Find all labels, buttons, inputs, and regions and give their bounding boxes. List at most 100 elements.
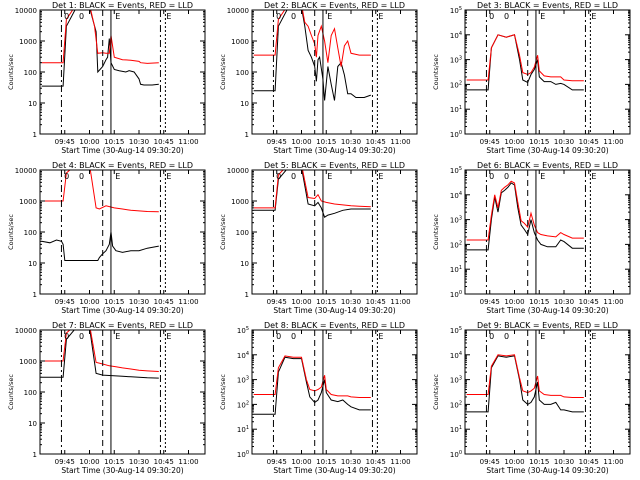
x-tick-label: 10:00 — [291, 458, 311, 466]
x-tick-label: 10:15 — [104, 298, 124, 306]
x-tick-label: 10:15 — [529, 458, 549, 466]
y-tick-label: 10 — [28, 420, 37, 428]
x-tick-label: 10:00 — [504, 458, 524, 466]
y-tick-label: 101 — [237, 425, 249, 434]
marker-label: 0 — [504, 172, 509, 181]
marker-label: E — [166, 12, 171, 21]
events-series-line — [41, 231, 159, 261]
y-tick-label: 101 — [450, 425, 462, 434]
y-tick-label: 10000 — [227, 167, 249, 175]
marker-label: 0 — [276, 172, 281, 181]
x-tick-label: 09:45 — [55, 298, 75, 306]
y-tick-label: 1 — [33, 291, 37, 299]
lld-series-line — [253, 170, 371, 209]
plot-frame — [39, 9, 206, 135]
x-tick-label: 10:15 — [316, 458, 336, 466]
marker-label: E — [378, 12, 383, 21]
plot-title: Det 8: BLACK = Events, RED = LLD — [264, 321, 405, 330]
marker-label: 0 — [291, 332, 296, 341]
y-tick-label: 104 — [237, 351, 249, 360]
marker-label: 0 — [291, 172, 296, 181]
x-tick-label: 11:00 — [390, 298, 410, 306]
x-tick-label: 09:45 — [480, 458, 500, 466]
x-tick-label: 10:45 — [579, 458, 599, 466]
y-tick-label: 10000 — [15, 167, 37, 175]
y-axis-label: Counts/sec — [432, 54, 440, 90]
marker-label: E — [327, 332, 332, 341]
y-tick-label: 10 — [240, 100, 249, 108]
y-tick-label: 102 — [450, 240, 462, 249]
lld-series-line — [466, 354, 584, 398]
lld-series-line — [466, 34, 584, 82]
detector-panel: Det 7: BLACK = Events, RED = LLD 0 0 E E 09:4… — [7, 321, 206, 475]
marker-label: E — [591, 172, 596, 181]
y-tick-label: 1000 — [19, 198, 37, 206]
x-tick-label: 10:45 — [154, 138, 174, 146]
y-tick-label: 1000 — [19, 358, 37, 366]
y-axis-label: Counts/sec — [7, 374, 15, 410]
x-tick-label: 10:45 — [579, 298, 599, 306]
plot-title: Det 5: BLACK = Events, RED = LLD — [264, 161, 405, 170]
x-tick-label: 09:45 — [480, 298, 500, 306]
y-axis-label: Counts/sec — [219, 374, 227, 410]
y-axis-label: Counts/sec — [219, 54, 227, 90]
x-tick-label: 10:30 — [554, 458, 574, 466]
x-tick-label: 09:45 — [267, 458, 287, 466]
y-tick-label: 100 — [24, 229, 37, 237]
x-tick-label: 11:00 — [178, 138, 198, 146]
plot-title: Det 2: BLACK = Events, RED = LLD — [264, 1, 405, 10]
events-series-line — [466, 34, 584, 91]
x-tick-label: 10:30 — [129, 458, 149, 466]
y-axis-label: Counts/sec — [432, 374, 440, 410]
x-tick-label: 10:30 — [341, 298, 361, 306]
y-tick-label: 1000 — [231, 38, 249, 46]
x-tick-label: 10:15 — [316, 138, 336, 146]
x-tick-label: 10:30 — [129, 138, 149, 146]
events-series-line — [253, 10, 371, 101]
marker-label: 0 — [276, 332, 281, 341]
y-tick-label: 10 — [240, 260, 249, 268]
x-axis-label: Start Time (30-Aug-14 09:30:20) — [61, 306, 183, 315]
marker-label: 0 — [64, 172, 69, 181]
y-tick-label: 105 — [450, 326, 462, 335]
marker-label: 0 — [79, 332, 84, 341]
lld-series-line — [41, 330, 159, 372]
y-axis-label: Counts/sec — [432, 214, 440, 250]
x-tick-label: 10:30 — [341, 458, 361, 466]
x-tick-label: 10:00 — [79, 458, 99, 466]
marker-label: E — [115, 172, 120, 181]
y-tick-label: 105 — [450, 6, 462, 15]
plot-frame — [464, 329, 631, 455]
x-tick-label: 10:45 — [366, 138, 386, 146]
y-tick-label: 1 — [33, 131, 37, 139]
y-tick-label: 1 — [245, 131, 249, 139]
marker-label: 0 — [489, 172, 494, 181]
x-axis-label: Start Time (30-Aug-14 09:30:20) — [61, 146, 183, 155]
detector-panel: Det 5: BLACK = Events, RED = LLD 0 0 E E 09:4… — [219, 161, 418, 315]
y-tick-label: 103 — [450, 56, 462, 65]
marker-label: 0 — [276, 12, 281, 21]
x-tick-label: 11:00 — [178, 458, 198, 466]
marker-label: E — [166, 332, 171, 341]
x-tick-label: 10:00 — [291, 138, 311, 146]
y-tick-label: 10000 — [15, 7, 37, 15]
x-tick-label: 10:00 — [504, 138, 524, 146]
y-tick-label: 100 — [236, 69, 249, 77]
plot-title: Det 9: BLACK = Events, RED = LLD — [477, 321, 618, 330]
x-tick-label: 10:00 — [79, 138, 99, 146]
marker-label: 0 — [64, 332, 69, 341]
detector-panel: Det 3: BLACK = Events, RED = LLD 0 0 E E 09:4… — [432, 1, 631, 155]
events-series-line — [253, 356, 371, 415]
x-tick-label: 09:45 — [55, 458, 75, 466]
x-tick-label: 09:45 — [55, 138, 75, 146]
x-tick-label: 10:15 — [316, 298, 336, 306]
y-tick-label: 10000 — [227, 7, 249, 15]
marker-label: 0 — [64, 12, 69, 21]
x-tick-label: 10:15 — [104, 458, 124, 466]
y-tick-label: 103 — [237, 376, 249, 385]
x-axis-label: Start Time (30-Aug-14 09:30:20) — [273, 466, 395, 475]
y-tick-label: 102 — [450, 400, 462, 409]
x-tick-label: 10:00 — [504, 298, 524, 306]
